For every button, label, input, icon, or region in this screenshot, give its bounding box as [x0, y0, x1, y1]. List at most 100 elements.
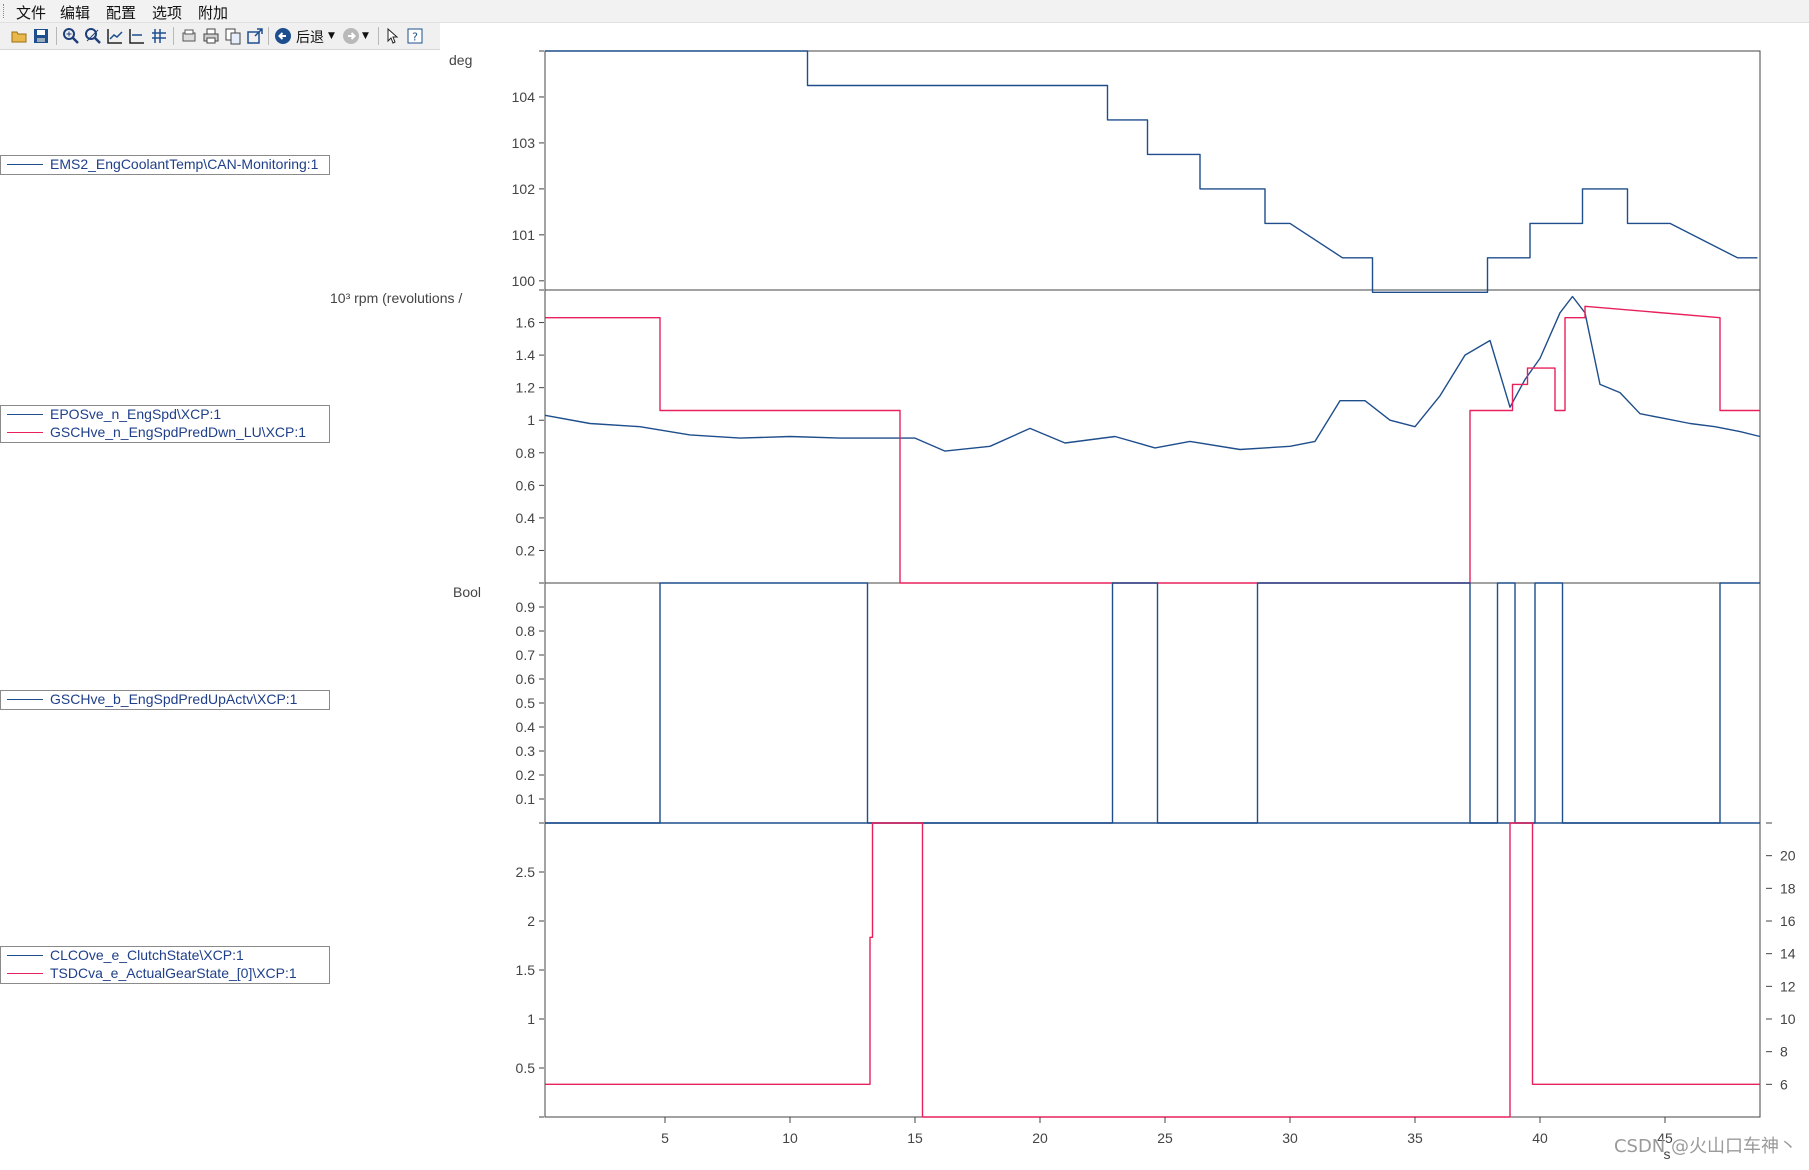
series-swatch: [7, 699, 43, 700]
save-icon[interactable]: [32, 27, 50, 45]
series-name: EPOSve_n_EngSpd\XCP:1: [50, 406, 222, 422]
y2-tick-label: 12: [1780, 978, 1796, 994]
print-icon[interactable]: [202, 27, 220, 45]
fit-axis-icon[interactable]: [106, 27, 124, 45]
zoom-in-icon[interactable]: [62, 27, 80, 45]
series-line[interactable]: [544, 295, 1761, 452]
y-tick-label: 103: [512, 135, 536, 151]
y-tick-label: 104: [512, 89, 536, 105]
legend-entry[interactable]: TSDCva_e_ActualGearState_[0]\XCP:1: [1, 965, 329, 983]
y2-tick-label: 10: [1780, 1011, 1796, 1027]
series-name: GSCHve_n_EngSpdPredDwn_LU\XCP:1: [50, 424, 307, 440]
y2-tick-label: 14: [1780, 946, 1796, 962]
legend-entry[interactable]: GSCHve_n_EngSpdPredDwn_LU\XCP:1: [1, 424, 329, 442]
grid-icon[interactable]: [150, 27, 168, 45]
axis-scale-icon[interactable]: [128, 27, 146, 45]
y-tick-label: 1: [527, 1011, 535, 1027]
menu-addons[interactable]: 附加: [198, 4, 229, 22]
legend-clutch-gear[interactable]: CLCOve_e_ClutchState\XCP:1 TSDCva_e_Actu…: [0, 946, 330, 984]
y-tick-label: 1.5: [516, 962, 536, 978]
menu-file[interactable]: 文件: [16, 4, 47, 22]
y-tick-label: 1.4: [516, 347, 536, 363]
x-tick-label: 5: [661, 1130, 669, 1146]
plot-area-frame: [544, 822, 1761, 1118]
y2-tick-label: 6: [1780, 1076, 1788, 1092]
pointer-cursor-icon[interactable]: [384, 27, 402, 45]
legend-coolant-temp[interactable]: EMS2_EngCoolantTemp\CAN-Monitoring:1: [0, 155, 330, 175]
y-tick-label: 2: [527, 913, 535, 929]
toolbar: 后退 ▼ ▼ ?: [0, 23, 440, 50]
y2-tick-label: 20: [1780, 848, 1796, 864]
y2-tick-label: 16: [1780, 913, 1796, 929]
y-tick-label: 0.8: [516, 445, 536, 461]
menu-config[interactable]: 配置: [106, 4, 137, 22]
x-tick-label: 45: [1657, 1130, 1673, 1146]
y-tick-label: 0.6: [516, 671, 536, 687]
copy-icon[interactable]: [224, 27, 242, 45]
y-tick-label: 1.2: [516, 380, 536, 396]
series-line[interactable]: [545, 305, 1760, 584]
y-tick-label: 100: [512, 273, 536, 289]
x-tick-label: 35: [1407, 1130, 1423, 1146]
export-icon[interactable]: [246, 27, 264, 45]
forward-dropdown-chevron-down-icon[interactable]: ▼: [362, 31, 369, 41]
series-line[interactable]: [545, 582, 1760, 824]
menu-grip: [3, 4, 6, 18]
back-button-label[interactable]: 后退: [296, 30, 324, 46]
plot-area-frame: [544, 289, 1761, 584]
forward-arrow-icon[interactable]: [342, 27, 360, 45]
series-swatch: [7, 432, 43, 433]
y-tick-label: 101: [512, 227, 536, 243]
y-tick-label: 0.5: [516, 695, 536, 711]
y-tick-label: 2.5: [516, 864, 536, 880]
menu-edit[interactable]: 编辑: [60, 4, 91, 22]
menu-bar: 文件 编辑 配置 选项 附加: [0, 0, 1809, 23]
x-tick-label: 20: [1032, 1130, 1048, 1146]
open-folder-icon[interactable]: [10, 27, 28, 45]
series-swatch: [7, 955, 43, 956]
series-name: CLCOve_e_ClutchState\XCP:1: [50, 947, 244, 963]
menu-options[interactable]: 选项: [152, 4, 183, 22]
back-arrow-icon[interactable]: [274, 27, 292, 45]
watermark-text: CSDN @火山口车神丶: [1613, 1136, 1797, 1157]
legend-entry[interactable]: CLCOve_e_ClutchState\XCP:1: [1, 947, 329, 965]
legend-engine-speed[interactable]: EPOSve_n_EngSpd\XCP:1 GSCHve_n_EngSpdPre…: [0, 405, 330, 443]
y-tick-label: 0.7: [516, 647, 536, 663]
plot-area-frame: [544, 50, 1761, 291]
y-tick-label: 1: [527, 412, 535, 428]
unit-label-bool: Bool: [453, 584, 482, 600]
x-axis-unit-label: s: [1664, 1146, 1671, 1162]
plot-area-frame: [544, 582, 1761, 824]
y-tick-label: 1.6: [516, 315, 536, 331]
back-dropdown-chevron-down-icon[interactable]: ▼: [328, 31, 335, 41]
x-tick-label: 10: [782, 1130, 798, 1146]
help-icon[interactable]: ?: [406, 27, 424, 45]
legend-entry[interactable]: EMS2_EngCoolantTemp\CAN-Monitoring:1: [1, 156, 329, 174]
y-tick-label: 102: [512, 181, 536, 197]
x-tick-label: 25: [1157, 1130, 1173, 1146]
y-tick-label: 0.2: [516, 767, 536, 783]
x-tick-label: 30: [1282, 1130, 1298, 1146]
x-tick-label: 40: [1532, 1130, 1548, 1146]
svg-text:?: ?: [412, 31, 418, 44]
series-name: EMS2_EngCoolantTemp\CAN-Monitoring:1: [50, 156, 319, 172]
legend-entry[interactable]: GSCHve_b_EngSpdPredUpActv\XCP:1: [1, 691, 329, 709]
y2-tick-label: 8: [1780, 1044, 1788, 1060]
y2-tick-label: 18: [1780, 880, 1796, 896]
y-tick-label: 0.5: [516, 1060, 536, 1076]
legend-entry[interactable]: EPOSve_n_EngSpd\XCP:1: [1, 406, 329, 424]
unit-label-rpm: 10³ rpm (revolutions /: [330, 290, 463, 306]
preview-icon[interactable]: [180, 27, 198, 45]
legend-pred-up-active[interactable]: GSCHve_b_EngSpdPredUpActv\XCP:1: [0, 690, 330, 710]
series-name: TSDCva_e_ActualGearState_[0]\XCP:1: [50, 965, 297, 981]
series-swatch: [7, 414, 43, 415]
series-line[interactable]: [545, 50, 1758, 293]
series-line[interactable]: [545, 822, 1760, 1118]
y-tick-label: 0.4: [516, 510, 536, 526]
series-swatch: [7, 164, 43, 165]
zoom-out-icon[interactable]: [84, 27, 102, 45]
y-tick-label: 0.1: [516, 791, 536, 807]
y-tick-label: 0.3: [516, 743, 536, 759]
x-tick-label: 15: [907, 1130, 923, 1146]
